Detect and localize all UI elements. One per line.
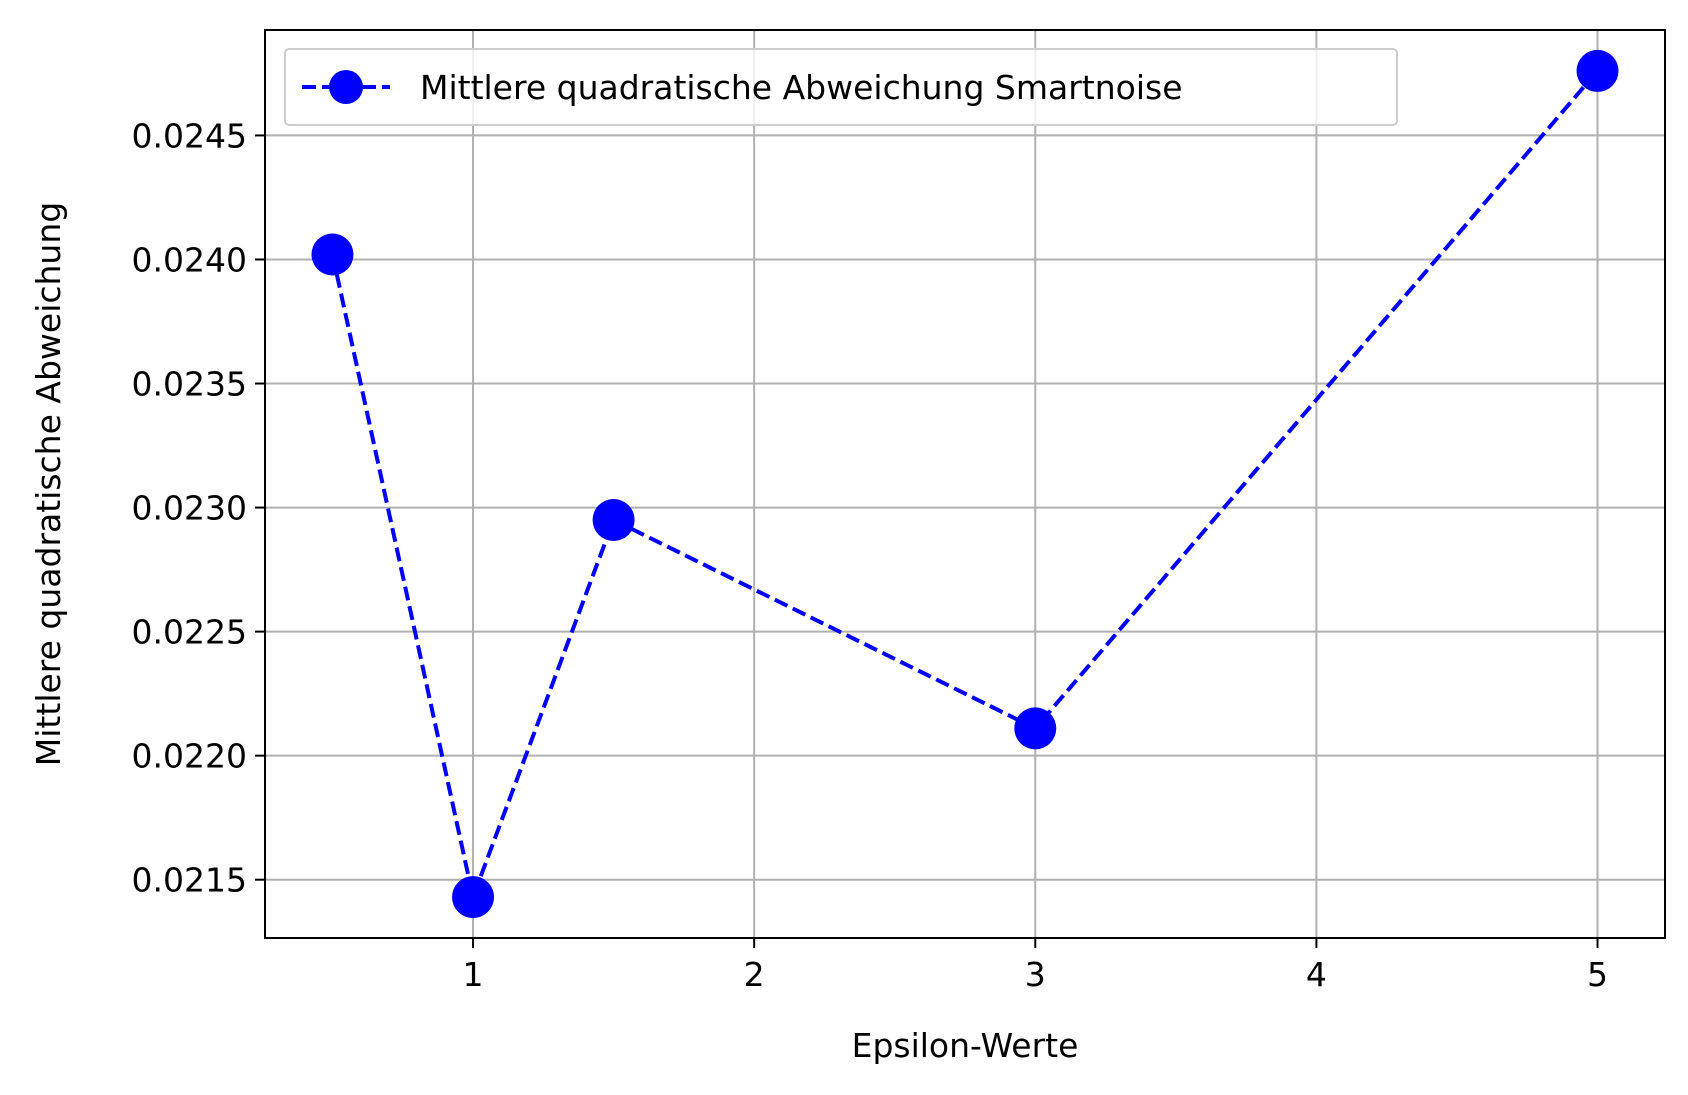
x-tick-label: 2 <box>744 955 765 994</box>
y-tick-label: 0.0225 <box>132 613 247 652</box>
x-tick-label: 5 <box>1587 955 1608 994</box>
data-point <box>1576 49 1619 92</box>
y-tick-label: 0.0220 <box>132 737 247 776</box>
x-tick-label: 1 <box>463 955 484 994</box>
legend-label: Mittlere quadratische Abweichung Smartno… <box>420 68 1183 107</box>
legend-box <box>284 48 1398 126</box>
legend-marker <box>329 70 363 104</box>
y-tick-label: 0.0215 <box>132 861 247 900</box>
y-axis: 0.0215 0.0220 0.0225 0.0230 0.0235 0.0240 0.02… <box>132 116 265 900</box>
y-tick-label: 0.0245 <box>132 116 247 155</box>
data-point <box>1014 707 1057 750</box>
data-point <box>592 498 635 541</box>
plot-frame <box>264 29 1666 939</box>
legend: Mittlere quadratische Abweichung Smartno… <box>284 48 1398 126</box>
y-axis-title: Mittlere quadratische Abweichung <box>29 202 68 766</box>
x-tick-label: 4 <box>1306 955 1327 994</box>
y-tick-label: 0.0235 <box>132 365 247 404</box>
grid <box>265 30 1665 938</box>
data-point <box>452 876 495 919</box>
series-layer <box>311 49 1619 919</box>
data-point <box>311 233 354 276</box>
x-tick-label: 3 <box>1025 955 1046 994</box>
y-tick-label: 0.0230 <box>132 489 247 528</box>
x-axis-title: Epsilon-Werte <box>852 1026 1079 1065</box>
x-axis: 1 2 3 4 5 <box>463 938 1608 994</box>
y-tick-label: 0.0240 <box>132 240 247 279</box>
